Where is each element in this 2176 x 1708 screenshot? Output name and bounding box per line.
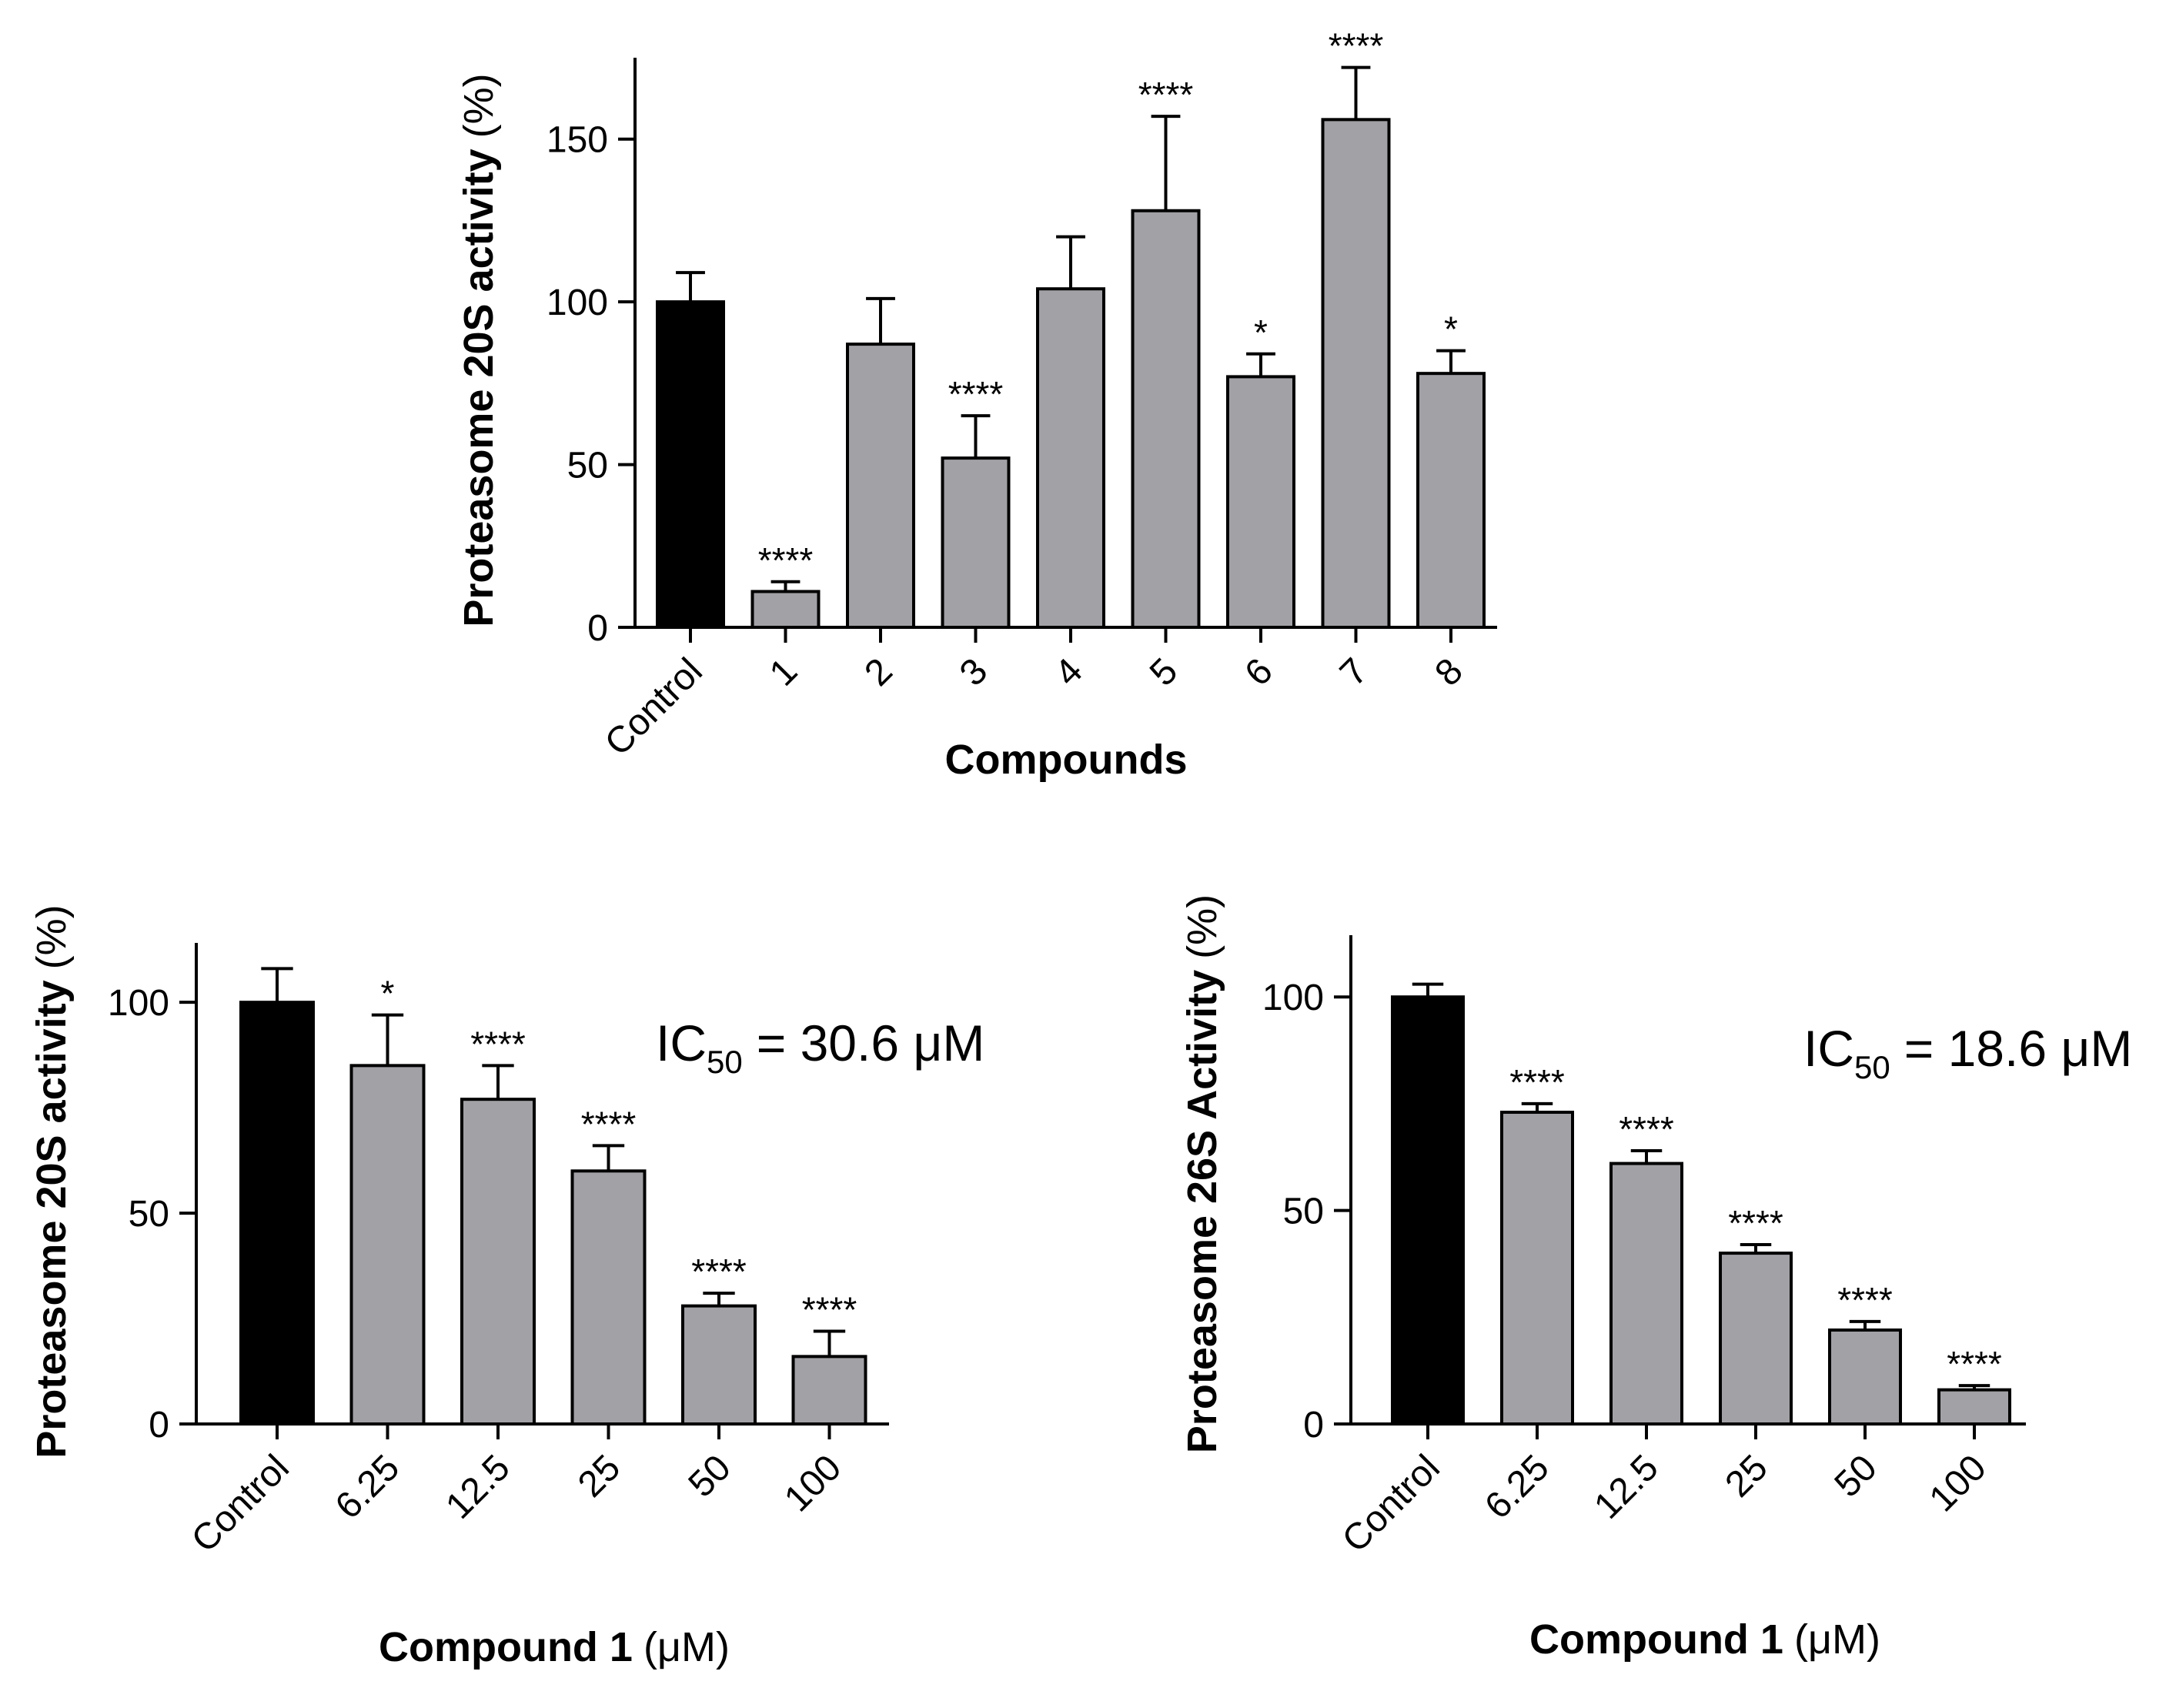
x-tick-label: 50 xyxy=(681,1447,739,1505)
y-axis-label: Proteasome 26S Activity (%) xyxy=(1179,894,1225,1453)
bar-12.5 xyxy=(460,1098,536,1426)
significance-label: **** xyxy=(1509,1062,1565,1102)
y-tick-label: 0 xyxy=(149,1405,169,1446)
bar-5 xyxy=(1131,209,1201,629)
x-tick-label: 25 xyxy=(570,1447,628,1505)
bar-6 xyxy=(1226,375,1295,629)
x-axis-label: Compound 1 (μM) xyxy=(379,1624,730,1670)
ic50-annotation: IC50 = 30.6 μM xyxy=(656,1014,984,1080)
bar-6.25 xyxy=(1500,1111,1574,1426)
x-axis-label-main: Compounds xyxy=(945,737,1188,783)
y-axis-label: Proteasome 20S activity (%) xyxy=(28,904,75,1458)
significance-label: **** xyxy=(1619,1109,1674,1149)
ic50-prefix: IC xyxy=(656,1014,707,1071)
x-tick-label: 25 xyxy=(1718,1447,1776,1505)
bar-8 xyxy=(1416,372,1486,629)
x-tick-label: 6.25 xyxy=(1477,1447,1557,1527)
significance-label: **** xyxy=(1837,1280,1893,1320)
significance-label: * xyxy=(1444,309,1458,349)
bar-Control xyxy=(239,1001,315,1426)
bar-3 xyxy=(941,456,1011,629)
bar-12.5 xyxy=(1609,1162,1683,1426)
y-axis-label-unit: (%) xyxy=(28,904,75,969)
y-axis-label-main: Proteasome 20S activity xyxy=(456,149,502,627)
y-axis-label-unit: (%) xyxy=(456,73,502,138)
bar-Control xyxy=(656,300,725,629)
x-tick-label: 6.25 xyxy=(328,1447,408,1527)
x-tick-label: Control xyxy=(597,650,710,764)
x-axis-label: Compounds xyxy=(945,737,1188,783)
y-tick-label: 50 xyxy=(1283,1192,1324,1232)
significance-label: **** xyxy=(1947,1344,2002,1384)
significance-label: **** xyxy=(1329,26,1384,66)
significance-label: **** xyxy=(758,540,814,580)
ic50-prefix: IC xyxy=(1803,1020,1854,1077)
x-tick-label: Control xyxy=(184,1447,297,1560)
x-tick-label: 12.5 xyxy=(438,1447,518,1527)
x-tick-label: 7 xyxy=(1332,650,1375,694)
ic50-annotation: IC50 = 18.6 μM xyxy=(1803,1020,2132,1085)
x-axis-label-main: Compound 1 xyxy=(1529,1616,1783,1663)
x-tick-label: 5 xyxy=(1142,650,1185,694)
bar-7 xyxy=(1321,118,1391,630)
x-axis-label-unit: (μM) xyxy=(643,1624,730,1670)
significance-label: **** xyxy=(948,374,1004,414)
y-axis-label-main: Proteasome 20S activity xyxy=(28,980,75,1458)
x-tick-label: 100 xyxy=(1922,1447,1994,1519)
ic50-subscript: 50 xyxy=(707,1044,743,1080)
x-tick-label: 1 xyxy=(762,650,805,694)
significance-label: **** xyxy=(1138,75,1194,115)
significance-label: **** xyxy=(1728,1203,1783,1243)
x-tick-label: 3 xyxy=(952,650,995,694)
y-tick-label: 100 xyxy=(547,282,608,323)
x-tick-label: 2 xyxy=(857,650,900,694)
ic50-value: = 30.6 μM xyxy=(757,1014,985,1071)
y-tick-label: 100 xyxy=(1262,978,1324,1018)
x-axis-label: Compound 1 (μM) xyxy=(1529,1616,1880,1663)
bar-100 xyxy=(1937,1388,2011,1426)
ic50-value: = 18.6 μM xyxy=(1904,1020,2133,1077)
bar-50 xyxy=(1828,1328,1902,1426)
bar-25 xyxy=(1719,1252,1793,1426)
y-tick-label: 0 xyxy=(587,608,608,649)
x-tick-label: 50 xyxy=(1827,1447,1885,1505)
x-tick-label: 6 xyxy=(1237,650,1280,694)
y-tick-label: 150 xyxy=(547,120,608,161)
significance-label: **** xyxy=(802,1289,857,1329)
x-tick-label: 8 xyxy=(1427,650,1470,694)
x-tick-label: 4 xyxy=(1047,650,1090,694)
y-axis-label-main: Proteasome 26S Activity xyxy=(1179,970,1225,1453)
y-axis-label: Proteasome 20S activity (%) xyxy=(456,73,502,627)
significance-label: * xyxy=(1254,313,1268,353)
bar-2 xyxy=(846,343,915,629)
y-tick-label: 50 xyxy=(567,446,608,486)
x-axis-label-main: Compound 1 xyxy=(379,1624,633,1670)
x-tick-label: Control xyxy=(1335,1447,1448,1560)
x-tick-label: 100 xyxy=(777,1447,849,1519)
chart-bottom-right: 0 50 100 Control 6.25 **** 12.5 **** 25 **** 50 ***… xyxy=(1179,894,2132,1663)
bar-6.25 xyxy=(349,1064,426,1426)
significance-label: * xyxy=(381,974,395,1014)
bar-25 xyxy=(570,1169,647,1426)
bar-50 xyxy=(681,1304,757,1426)
significance-label: **** xyxy=(581,1104,637,1144)
y-axis-label-unit: (%) xyxy=(1179,894,1225,959)
bar-4 xyxy=(1036,287,1105,629)
bar-1 xyxy=(750,590,821,630)
bar-100 xyxy=(791,1355,867,1426)
y-tick-label: 50 xyxy=(129,1194,169,1235)
x-tick-label: 12.5 xyxy=(1586,1447,1666,1527)
y-tick-label: 100 xyxy=(108,983,169,1024)
bar-Control xyxy=(1391,995,1465,1426)
chart-bottom-left: 0 50 100 Control 6.25 * 12.5 **** 25 **** 50 **** 10… xyxy=(28,904,984,1670)
ic50-subscript: 50 xyxy=(1854,1049,1890,1085)
significance-label: **** xyxy=(470,1024,526,1064)
x-axis-label-unit: (μM) xyxy=(1794,1616,1880,1663)
y-tick-label: 0 xyxy=(1303,1405,1324,1446)
significance-label: **** xyxy=(691,1252,747,1292)
